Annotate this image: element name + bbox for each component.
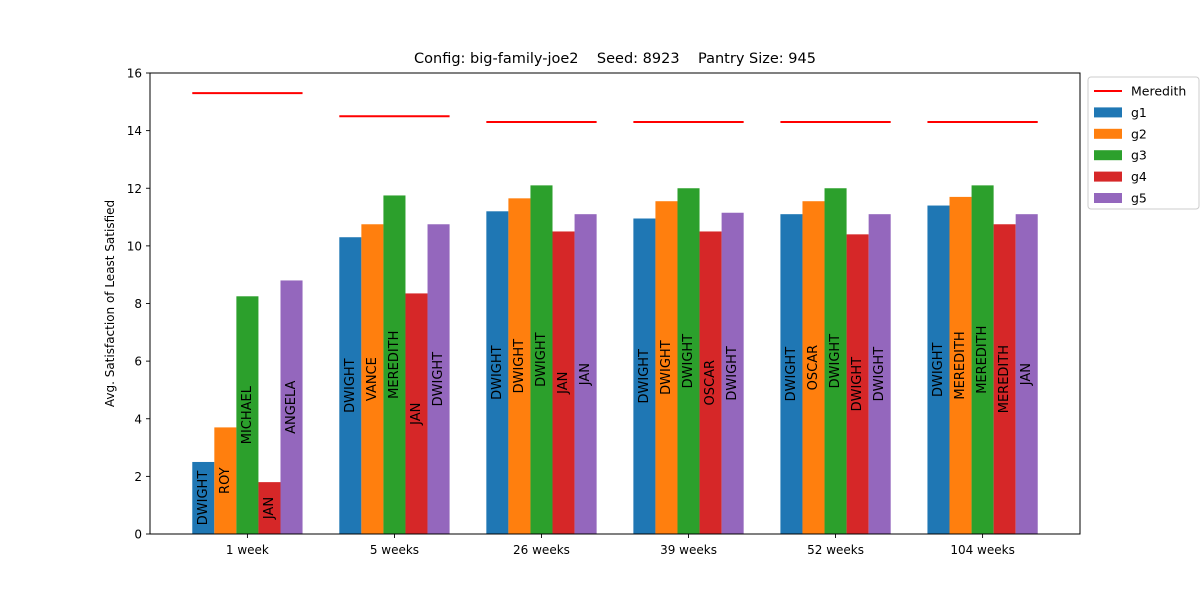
legend-swatch-g2 [1094,128,1122,139]
bar-label: DWIGHT [637,349,652,404]
legend-label: g5 [1131,191,1147,206]
bar-label: MEREDITH [975,326,990,394]
bar-label: VANCE [365,357,380,401]
bar-g5 [721,212,744,534]
bar-label: DWIGHT [784,347,799,402]
bar-g3 [530,185,553,534]
bar-g5 [1015,214,1038,534]
bar-label: OSCAR [703,360,718,406]
legend-label: Meredith [1131,84,1186,99]
bar-label: DWIGHT [343,358,358,413]
legend-label: g1 [1131,105,1147,120]
bar-label: DWIGHT [681,334,696,389]
bar-g1 [927,205,950,534]
bar-label: ROY [218,467,233,494]
bar-g3 [236,296,259,534]
axes: 0 2 4 6 8 10 12 14 16 Avg. Satisfaction of Least … [103,67,1015,558]
bar-label: DWIGHT [659,340,674,395]
bar-g2 [949,196,972,535]
bar-g4 [258,482,281,534]
y-axis-label: Avg. Satisfaction of Least Satisfied [103,200,117,407]
bar-label: MICHAEL [240,385,255,444]
y-tick-label: 10 [127,239,142,253]
chart-title: Config: big-family-joe2 Seed: 8923 Pantr… [414,51,816,67]
x-tick-label: 39 weeks [660,543,717,557]
bar-label: DWIGHT [512,339,527,394]
legend-label: g4 [1131,169,1147,184]
y-tick-label: 6 [134,355,142,369]
bar-g4 [699,231,722,534]
bar-g2 [361,224,384,534]
bar-label: MEREDITH [953,331,968,399]
bar-label: DWIGHT [490,345,505,400]
bar-g5 [574,214,597,534]
bar-g2 [802,201,825,534]
bar-g4 [552,231,575,534]
bar-g1 [780,214,803,534]
bar-label: MEREDITH [387,331,402,399]
bar-g1 [192,461,215,534]
legend-swatch-g3 [1094,150,1122,161]
y-tick-label: 16 [127,67,142,81]
bar-g1 [633,218,656,535]
legend-swatch-g4 [1094,171,1122,182]
bar-g2 [655,201,678,534]
bar-label: DWIGHT [850,357,865,412]
y-tick-label: 2 [134,470,142,484]
bar-label: OSCAR [806,345,821,391]
bar-g1 [339,237,362,534]
bar-g2 [214,427,237,534]
bars [192,185,1038,535]
bar-g1 [486,211,509,535]
bar-label: DWIGHT [534,332,549,387]
bar-g2 [508,198,531,534]
bar-g3 [383,195,406,534]
plot-border [149,72,1081,535]
bar-labels: DWIGHT DWIGHT DWIGHT DWIGHT DWIGHT DWIGHT ROY V… [196,326,1034,526]
bar-label: JAN [262,497,277,520]
y-tick-label: 14 [127,124,142,138]
plot-frame [149,72,1081,535]
reference-lines [192,92,1038,123]
x-tick-label: 1 week [226,543,269,557]
legend-label: g3 [1131,148,1147,163]
bar-g4 [405,293,428,534]
y-tick-label: 12 [127,182,142,196]
legend: Meredith g1 g2 g3 g4 g5 [1087,76,1200,210]
bar-label: DWIGHT [196,471,211,526]
legend-label: g2 [1131,126,1147,141]
bar-label: JAN [409,403,424,426]
bar-label: DWIGHT [931,342,946,397]
bar-label: DWIGHT [872,347,887,402]
bar-label: JAN [556,372,571,395]
x-tick-label: 52 weeks [807,543,864,557]
x-tick-label: 104 weeks [950,543,1015,557]
bar-g3 [971,185,994,534]
legend-swatch-g1 [1094,107,1122,118]
bar-g5 [868,214,891,534]
legend-swatch-g5 [1094,193,1122,203]
bar-label: MEREDITH [997,345,1012,413]
bar-label: ANGELA [284,380,299,433]
bar-label: JAN [578,363,593,386]
bar-label: DWIGHT [725,346,740,401]
bar-g4 [846,234,869,534]
y-tick-label: 8 [134,297,142,311]
bar-label: DWIGHT [828,334,843,389]
bar-label: DWIGHT [431,352,446,407]
bar-g3 [824,188,847,534]
bar-g5 [427,224,450,534]
x-tick-label: 5 weeks [370,543,419,557]
x-tick-label: 26 weeks [513,543,570,557]
bar-g3 [677,188,700,534]
bar-g5 [280,280,303,534]
y-tick-label: 0 [134,528,142,542]
bar-label: JAN [1019,363,1034,386]
bar-g4 [993,224,1016,534]
y-tick-label: 4 [134,412,142,426]
